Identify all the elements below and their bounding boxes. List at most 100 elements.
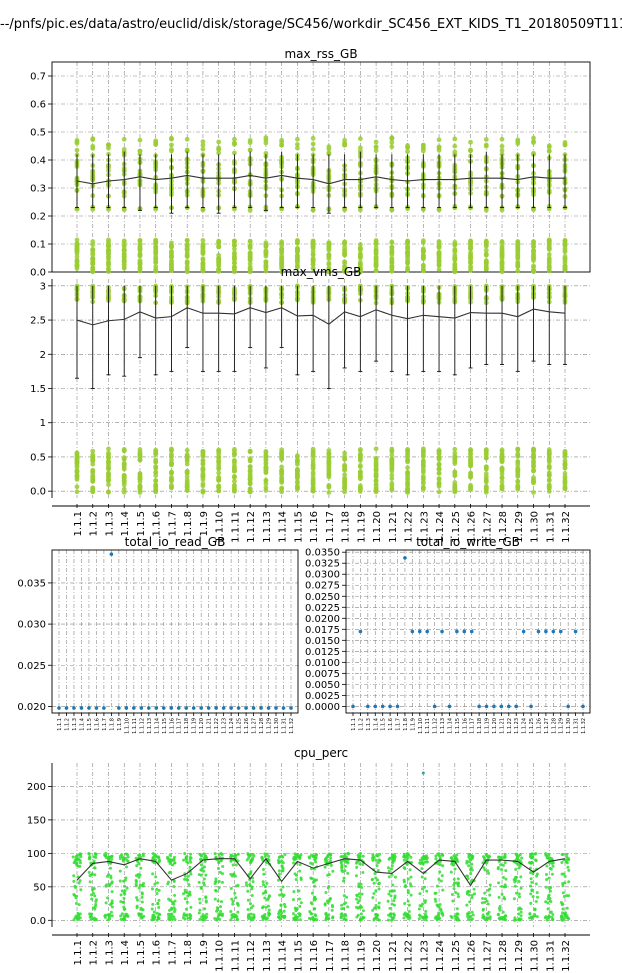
data-point [140,916,144,920]
data-point [323,865,327,869]
chart-title: cpu_perc [294,746,348,760]
data-point [452,459,458,464]
data-point [247,464,253,470]
data-point [339,915,343,919]
data-point [417,907,421,911]
x-tick-label: 1.1.27 [482,940,493,972]
data-point [436,489,442,495]
data-point [468,260,473,265]
data-point [420,248,426,253]
data-point [151,852,155,856]
data-point [389,265,395,271]
data-point [342,917,346,921]
data-point [340,866,344,870]
data-point [470,910,474,914]
data-point [546,238,552,244]
data-point [373,239,379,245]
data-point [530,852,534,856]
data-point [499,252,505,258]
data-point [377,881,381,885]
data-point [436,244,442,250]
data-point [118,856,122,860]
data-point [468,205,473,211]
x-tick-label: 1.1.19 [192,718,198,734]
data-point [483,137,489,142]
data-point [440,629,444,634]
data-point [374,903,378,907]
data-point [261,867,265,871]
data-point [370,856,374,860]
data-point [279,464,285,470]
data-point [72,706,76,710]
x-tick-label: 1.1.32 [561,511,572,543]
data-point [74,450,80,456]
data-point [395,704,400,709]
data-point [546,482,552,488]
data-point [410,629,415,634]
data-point [402,916,406,920]
data-point [74,266,80,271]
x-tick-label: 1.1.21 [207,718,213,734]
data-point [233,891,237,895]
data-point [110,914,114,918]
data-point [169,448,174,454]
x-tick-label: 1.1.21 [388,940,399,972]
x-tick-label: 1.1.20 [492,718,498,734]
data-point [122,914,126,918]
data-point [436,467,442,472]
data-point [326,464,332,470]
data-point [531,269,536,274]
data-point [267,908,271,912]
data-point [425,856,429,860]
data-point [483,247,489,253]
data-point [216,465,222,471]
data-point [376,868,380,872]
data-point [484,852,488,856]
data-point [472,887,476,891]
data-point [310,466,316,472]
data-point [326,260,332,266]
data-point [561,891,565,895]
data-point [519,914,523,918]
data-point [436,261,442,267]
data-point [216,488,222,494]
data-point [455,629,459,634]
data-point [531,453,536,458]
data-point [313,884,317,888]
data-point [420,454,426,459]
chart-title: total_io_write_GB [416,535,520,549]
data-point [514,852,518,856]
data-point [515,466,521,472]
data-point [74,460,80,466]
data-point [200,458,206,463]
data-point [136,873,140,877]
data-point [559,915,563,919]
data-point [562,142,568,148]
x-tick-label: 1.1.4 [120,940,131,965]
data-point [217,880,221,884]
data-point [90,489,96,495]
data-point [497,881,501,885]
x-tick-label: 1.1.3 [104,511,115,536]
data-point [468,448,473,454]
data-point [74,242,80,248]
y-tick-label: 0.0200 [305,614,340,625]
data-point [169,478,174,484]
x-tick-label: 1.1.23 [514,718,520,734]
data-point [531,247,536,253]
data-point [106,446,111,452]
data-point [499,247,505,253]
data-point [451,899,455,903]
y-tick-label: 2 [40,350,46,361]
data-point [501,863,505,867]
data-point [247,244,253,249]
data-point [496,867,500,871]
data-point [57,706,61,710]
data-point [216,476,222,482]
data-point [110,890,114,894]
data-point [94,900,98,904]
x-tick-label: 1.1.24 [435,511,446,543]
data-point [465,859,469,863]
data-point [247,252,253,258]
data-point [137,479,143,485]
